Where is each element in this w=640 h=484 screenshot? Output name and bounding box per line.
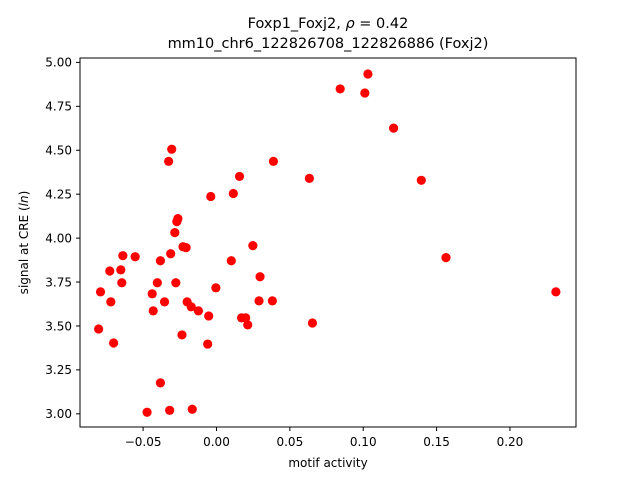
x-tick-label: 0.20 — [497, 435, 524, 449]
y-tick-label: 3.50 — [45, 319, 72, 333]
data-point — [152, 278, 162, 288]
data-point — [130, 252, 140, 262]
x-tick-label: 0.10 — [350, 435, 377, 449]
y-tick-label: 4.00 — [45, 231, 72, 245]
data-point — [106, 297, 116, 307]
y-axis-label-suffix: ) — [17, 191, 31, 196]
data-point — [248, 241, 258, 251]
chart-title-line2: mm10_chr6_122826708_122826886 (Foxj2) — [168, 36, 489, 52]
data-point — [166, 249, 176, 259]
x-tick-label: 0.15 — [423, 435, 450, 449]
data-point — [109, 338, 119, 348]
y-axis-label: signal at CRE (ln) — [17, 191, 31, 295]
data-point — [181, 243, 191, 253]
y-axis-label-unit: ln — [17, 195, 31, 206]
data-point — [335, 84, 345, 94]
data-point — [94, 324, 104, 334]
data-point — [228, 188, 238, 199]
data-point — [165, 405, 175, 415]
data-point — [267, 296, 277, 306]
x-tick-label: −0.05 — [125, 435, 162, 449]
data-point — [142, 407, 152, 417]
data-point — [551, 287, 561, 297]
data-point — [148, 306, 158, 316]
y-axis-label-prefix: signal at CRE ( — [17, 206, 31, 294]
data-point — [226, 256, 236, 266]
data-point — [268, 156, 279, 166]
data-point — [441, 253, 451, 263]
y-tick-label: 4.50 — [45, 144, 72, 158]
data-point — [171, 278, 181, 288]
data-point — [203, 339, 213, 349]
chart-title-line1: Foxp1_Foxj2, ρ = 0.42 — [248, 16, 409, 32]
data-point — [204, 311, 214, 321]
data-point — [193, 306, 204, 316]
plot-points — [94, 69, 561, 417]
data-point — [155, 378, 166, 388]
y-tick-label: 3.75 — [45, 275, 72, 289]
data-point — [167, 144, 177, 154]
data-point — [234, 171, 245, 182]
data-point — [416, 175, 426, 185]
y-tick-label: 5.00 — [45, 56, 72, 70]
y-axis-ticks: 3.00 3.25 3.50 3.75 4.00 4.25 4.50 4.75 5.00 — [45, 56, 80, 421]
data-point — [206, 191, 216, 202]
data-point — [164, 156, 174, 166]
data-point — [173, 214, 183, 224]
data-point — [241, 313, 251, 323]
data-point — [95, 287, 106, 297]
data-point — [118, 251, 128, 261]
data-point — [307, 318, 318, 328]
y-tick-label: 3.25 — [45, 363, 72, 377]
data-point — [304, 173, 314, 183]
y-tick-label: 4.75 — [45, 100, 72, 114]
plot-area-frame — [79, 57, 577, 428]
data-point — [389, 123, 399, 133]
data-point — [159, 297, 170, 307]
y-tick-label: 3.00 — [45, 407, 72, 421]
y-tick-label: 4.25 — [45, 187, 72, 201]
chart-title-rho: ρ — [345, 16, 355, 32]
data-point — [363, 69, 373, 79]
data-point — [147, 289, 157, 299]
data-point — [211, 283, 221, 293]
data-point — [187, 404, 197, 414]
data-point — [360, 88, 370, 98]
x-tick-label: 0.05 — [276, 435, 303, 449]
data-point — [170, 228, 180, 238]
chart-title-prefix: Foxp1_Foxj2, — [248, 16, 346, 32]
data-point — [116, 265, 126, 275]
data-point — [155, 256, 166, 266]
data-point — [243, 320, 253, 330]
data-point — [186, 302, 196, 312]
data-point — [177, 330, 187, 340]
data-point — [105, 266, 115, 276]
data-point — [254, 296, 264, 306]
data-point — [255, 272, 265, 282]
x-tick-label: 0.00 — [203, 435, 230, 449]
x-axis-ticks: −0.05 0.00 0.05 0.10 0.15 0.20 — [125, 427, 524, 449]
data-point — [117, 278, 127, 288]
chart-title-rho-value: = 0.42 — [355, 16, 409, 32]
x-axis-label: motif activity — [288, 456, 367, 470]
